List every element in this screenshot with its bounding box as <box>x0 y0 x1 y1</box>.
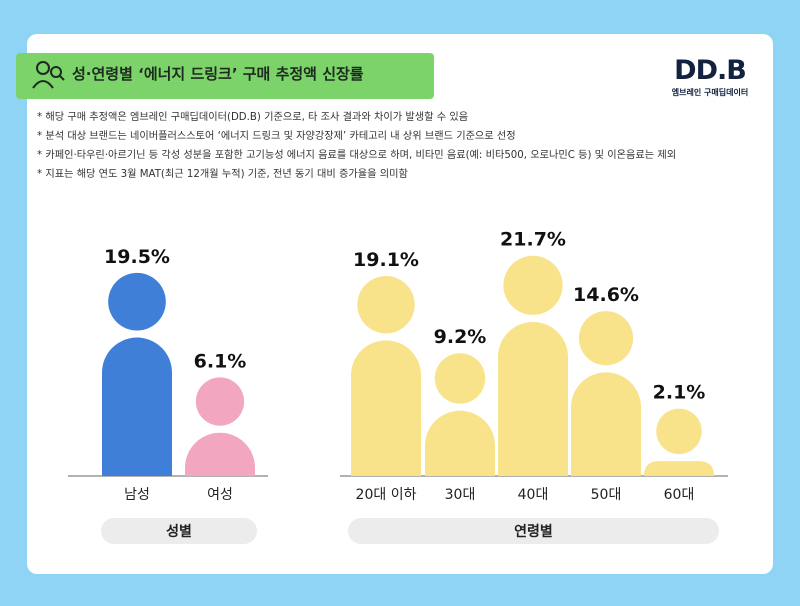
bar-head-0-1 <box>195 377 245 426</box>
bar-head-1-2 <box>503 255 563 315</box>
group-pill-age: 연령별 <box>348 518 719 544</box>
category-label-1-4: 60대 <box>664 487 695 503</box>
bar-1-4 <box>644 461 714 476</box>
title-bar <box>16 53 434 99</box>
logo-subtitle: 엠브레인 구매딥데이터 <box>671 88 749 97</box>
bar-1-2 <box>498 321 568 476</box>
category-label-0-0: 남성 <box>124 487 150 503</box>
value-label-1-0: 19.1% <box>353 249 419 271</box>
footnotes: * 해당 구매 추정액은 엠브레인 구매딥데이터(DD.B) 기준으로, 타 조… <box>37 108 676 184</box>
bar-1-3 <box>571 372 641 476</box>
category-label-1-3: 50대 <box>591 487 622 503</box>
value-label-1-4: 2.1% <box>653 382 706 404</box>
bar-head-0-0 <box>108 272 166 331</box>
bar-0-1 <box>185 432 255 476</box>
category-label-1-0: 20대 이하 <box>356 487 417 503</box>
value-label-0-0: 19.5% <box>104 246 170 268</box>
value-label-1-1: 9.2% <box>434 326 487 348</box>
bar-0-0 <box>102 337 172 476</box>
footnote: * 카페인·타우린·아르기닌 등 각성 성분을 포함한 고기능성 에너지 음료를… <box>37 150 677 161</box>
bar-head-1-0 <box>357 276 415 334</box>
bar-head-1-4 <box>656 408 702 455</box>
bar-head-1-1 <box>434 353 486 404</box>
footnote: * 분석 대상 브랜드는 네이버플러스스토어 ‘에너지 드링크 및 자양강장제’… <box>37 131 516 142</box>
value-label-0-1: 6.1% <box>194 350 247 372</box>
category-label-1-1: 30대 <box>445 487 476 503</box>
value-label-1-2: 21.7% <box>500 229 566 251</box>
ddb-logo: DD.B 엠브레인 구매딥데이터 <box>660 55 760 103</box>
group-label-gender: 성별 <box>166 524 192 540</box>
page-title: 성·연령별 ‘에너지 드링크’ 구매 추정액 신장률 <box>72 65 364 83</box>
group-label-age: 연령별 <box>514 524 553 540</box>
bar-head-1-3 <box>578 311 634 366</box>
value-label-1-3: 14.6% <box>573 284 639 306</box>
bar-1-1 <box>425 410 495 476</box>
footnote: * 지표는 해당 연도 3월 MAT(최근 12개월 누적) 기준, 전년 동기… <box>37 169 408 180</box>
footnote: * 해당 구매 추정액은 엠브레인 구매딥데이터(DD.B) 기준으로, 타 조… <box>37 112 469 123</box>
logo-main: DD.B <box>674 55 747 86</box>
category-label-0-1: 여성 <box>207 487 233 503</box>
person-chart-icon <box>32 61 65 89</box>
bar-1-0 <box>351 340 421 476</box>
category-label-1-2: 40대 <box>518 487 549 503</box>
group-pill-gender: 성별 <box>101 518 257 544</box>
